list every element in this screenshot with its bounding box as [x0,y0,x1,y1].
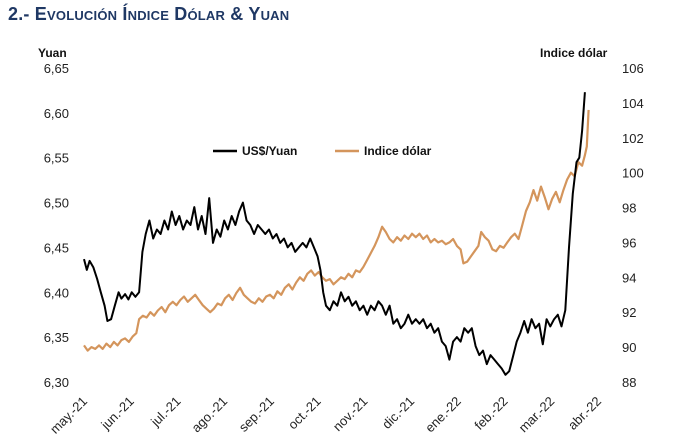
series-line-yuan [83,92,586,376]
left-tick-label: 6,65 [44,61,69,76]
right-tick-label: 102 [622,131,644,146]
right-tick-label: 94 [622,270,636,285]
x-tick-label: mar.-22 [516,394,558,436]
x-tick-label: abr.-22 [565,394,604,433]
right-axis-title: Indice dólar [540,46,608,60]
right-tick-label: 90 [622,340,636,355]
right-tick-label: 104 [622,96,644,111]
left-tick-label: 6,50 [44,196,69,211]
right-tick-label: 106 [622,61,644,76]
x-tick-label: jun.-21 [97,394,136,433]
right-tick-label: 100 [622,166,644,181]
x-tick-label: nov.-21 [330,394,371,435]
x-axis-ticks: may.-21 jun.-21 jul.-21 ago.-21 sep.-21 oct.-… [47,394,604,437]
x-tick-label: ago.-21 [189,394,231,436]
left-tick-label: 6,35 [44,330,69,345]
x-tick-label: feb.-22 [471,394,510,433]
x-tick-label: sep.-21 [236,394,277,435]
left-tick-label: 6,55 [44,151,69,166]
series-line-dollar-index [83,109,590,352]
left-axis-title: Yuan [38,46,67,60]
left-tick-label: 6,30 [44,375,69,390]
right-tick-label: 96 [622,235,636,250]
chart-heading: 2.- Evolución Índice Dólar & Yuan [8,4,290,24]
chart-legend: US$/Yuan Indice dólar [213,144,432,158]
x-tick-label: ene.-22 [422,394,464,436]
right-tick-label: 92 [622,305,636,320]
x-tick-label: dic.-21 [379,394,417,432]
chart-series [83,92,590,376]
left-tick-label: 6,45 [44,240,69,255]
x-tick-label: jul.-21 [147,394,183,430]
left-axis-ticks: 6,65 6,60 6,55 6,50 6,45 6,40 6,35 6,30 [44,61,69,390]
x-tick-label: oct.-21 [285,394,324,433]
legend-label-dollar-index: Indice dólar [364,144,432,158]
right-tick-label: 88 [622,375,636,390]
x-tick-label: may.-21 [47,394,90,437]
left-tick-label: 6,40 [44,285,69,300]
right-axis-ticks: 106 104 102 100 98 96 94 92 90 88 [622,61,644,390]
legend-label-yuan: US$/Yuan [242,144,297,158]
left-tick-label: 6,60 [44,106,69,121]
right-tick-label: 98 [622,201,636,216]
